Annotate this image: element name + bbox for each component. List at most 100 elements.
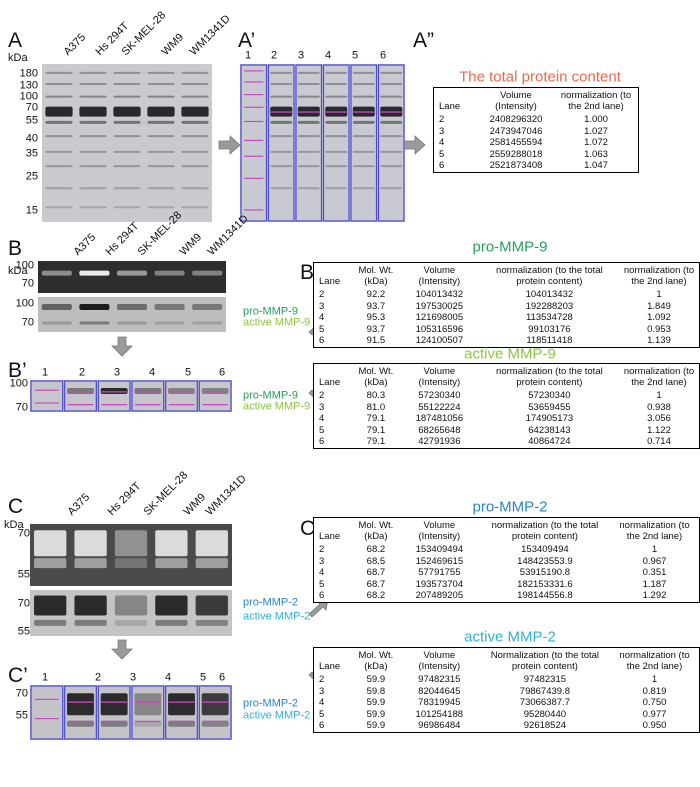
lane-number: 1 — [41, 366, 49, 379]
gel-band — [79, 71, 107, 74]
gel-band — [352, 165, 375, 168]
gel-band — [155, 530, 188, 557]
gel-band — [79, 150, 107, 153]
table-cell: 1 — [651, 674, 658, 685]
lane-frame — [198, 685, 232, 740]
gel-band — [297, 135, 320, 138]
header-row: Lane Volume (Intensity) normalization (to … — [434, 88, 639, 115]
gel-band — [113, 71, 141, 74]
table-cell: 104013432 — [415, 289, 464, 300]
gel-band — [154, 304, 185, 310]
gel-band — [114, 558, 148, 569]
gel-band — [147, 120, 175, 124]
gel-band — [113, 187, 141, 190]
band-label: pro-MMP-2 — [243, 596, 299, 609]
table-cell: 42791936 — [418, 436, 461, 447]
ladder-band — [244, 209, 264, 211]
ladder-band — [244, 155, 264, 157]
panel-label: A — [8, 29, 23, 52]
gel-band — [181, 206, 209, 209]
table-cell: 53659455 — [528, 401, 571, 413]
gel-band — [79, 135, 107, 138]
gel-band — [325, 165, 348, 168]
gel-band — [147, 187, 175, 190]
gel-band — [134, 693, 162, 716]
mw-marker: 15 — [25, 204, 38, 217]
table-cell: 99103176 — [528, 323, 571, 335]
mw-marker: 100 — [15, 259, 34, 272]
table-cell: 153409494 — [521, 544, 569, 555]
gel-band — [79, 206, 107, 209]
header-cell: Lane — [319, 531, 341, 542]
gel-band — [168, 720, 195, 727]
band-label: pro-MMP-9 — [243, 305, 299, 318]
table-cell: 2 — [319, 390, 325, 401]
gel-band — [297, 150, 320, 153]
data-table: Lane Volume (Intensity) normalization (to … — [433, 87, 639, 173]
mw-marker: 40 — [25, 132, 38, 145]
table-cell: 1.063 — [584, 148, 608, 160]
gel-image — [240, 64, 405, 222]
arrow — [111, 639, 133, 660]
gel-band — [114, 619, 148, 626]
mw-marker: 55 — [25, 114, 38, 127]
table-cell: 0.351 — [642, 567, 667, 578]
table-cell: 68.5 — [366, 555, 386, 567]
gel-band — [297, 82, 320, 85]
table-cell: 6 — [319, 720, 325, 731]
gel-band — [74, 558, 107, 569]
table-cell: 57230340 — [418, 390, 461, 401]
mw-marker: 70 — [21, 316, 34, 329]
gel-band — [325, 82, 348, 85]
table-cell: 197530025 — [415, 300, 464, 312]
gel-band — [79, 270, 110, 276]
table-cell: 6 — [439, 160, 445, 171]
table-row: 2 68.2 153409494 153409494 1 — [314, 544, 700, 556]
gel-band — [155, 619, 188, 626]
gel-band — [113, 135, 141, 138]
gel-band — [297, 120, 320, 124]
gel-band — [297, 187, 320, 190]
gel-band — [352, 71, 375, 74]
gel-band — [41, 304, 72, 310]
header-cell: Mol. Wt. (kDa) — [358, 366, 394, 388]
data-table: Lane Mol. Wt. (kDa) Volume (Intensity) Norm… — [313, 647, 700, 733]
gel-band — [270, 135, 293, 138]
gel-band — [270, 71, 293, 74]
gel-image — [30, 380, 232, 412]
header-cell: Mol. Wt. (kDa) — [358, 520, 394, 542]
gel-band — [168, 388, 195, 394]
table-cell: 2473947046 — [489, 125, 543, 137]
header-cell: Volume (Intensity) — [495, 90, 537, 112]
gel-band — [380, 82, 403, 85]
lane-number: 1 — [244, 49, 252, 62]
table-cell: 152469615 — [415, 555, 464, 567]
gel-background — [30, 685, 232, 740]
header-cell: normalization (to the 2nd lane) — [623, 265, 695, 287]
lane-frame — [295, 64, 323, 222]
lane-frame — [30, 380, 64, 412]
gel-band — [270, 95, 293, 98]
ladder-band — [244, 120, 264, 123]
table-cell: 0.938 — [647, 401, 671, 413]
gel-band — [201, 388, 229, 394]
gel-band — [79, 165, 107, 168]
gel-background — [38, 261, 226, 293]
table-cell: 64238143 — [528, 424, 571, 436]
detected-band — [101, 720, 127, 723]
header-cell: Normalization (to the total protein cont… — [490, 650, 600, 672]
table-cell: 1.092 — [647, 312, 671, 323]
table-row: 3 2473947046 1.027 — [434, 126, 639, 138]
lane-number: 6 — [218, 366, 226, 379]
gel-band — [113, 82, 141, 85]
table-cell: 68265648 — [418, 424, 461, 436]
detected-band — [67, 720, 94, 723]
table-cell: 73066387.7 — [519, 697, 570, 708]
mw-marker: 35 — [25, 147, 38, 160]
table-cell: 80.3 — [366, 390, 386, 401]
table-cell: 97482315 — [523, 674, 567, 685]
gel-band — [195, 530, 228, 557]
detected-band — [353, 111, 375, 113]
header-cell: Lane — [319, 661, 341, 672]
header-cell: Volume (Intensity) — [418, 650, 461, 672]
